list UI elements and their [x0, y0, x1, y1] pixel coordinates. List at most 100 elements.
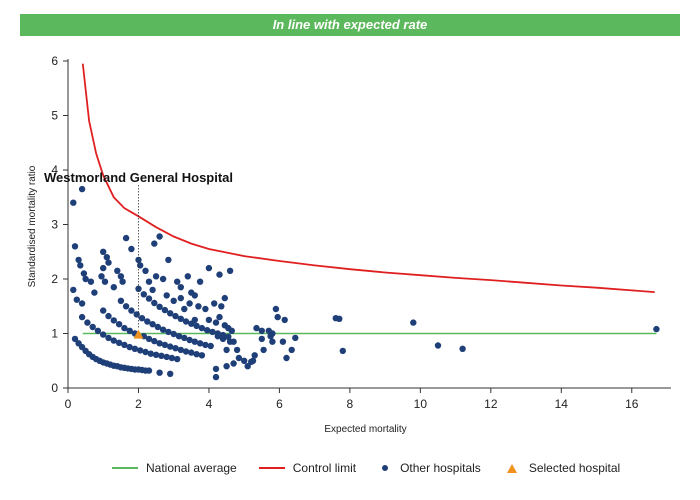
triangle-marker-icon [506, 463, 517, 473]
other-hospital-point [248, 358, 255, 365]
other-hospital-point [168, 354, 176, 362]
other-hospital-point [410, 319, 417, 326]
other-hospital-point [137, 347, 144, 354]
y-tick-label: 3 [51, 218, 58, 232]
other-hospital-point [145, 278, 153, 285]
other-hospital-point [226, 267, 234, 274]
other-hospital-point [100, 248, 107, 255]
other-hospital-point [172, 345, 179, 352]
other-hospital-point [193, 322, 200, 330]
other-hospital-point [71, 243, 79, 250]
other-hospital-point [142, 267, 149, 274]
other-hospital-point [78, 185, 86, 193]
other-hospital-point [235, 354, 243, 362]
other-hospital-point [251, 352, 258, 359]
other-hospital-point [158, 352, 165, 359]
other-hospital-point [230, 338, 237, 345]
other-hospital-point [105, 259, 112, 266]
other-hospital-point [182, 348, 190, 355]
other-hospital-point [110, 317, 118, 324]
other-hospital-point [336, 315, 343, 322]
y-tick-label: 6 [51, 54, 58, 68]
other-hospital-point [156, 340, 163, 347]
other-hospital-point [103, 254, 111, 261]
other-hospital-point [230, 360, 237, 367]
other-hospital-point [161, 306, 169, 314]
other-hospital-point [105, 312, 112, 320]
other-hospital-point [159, 326, 167, 333]
other-hospital-point [151, 240, 158, 247]
legend-label: Other hospitals [400, 461, 481, 475]
other-hospital-point [163, 353, 170, 361]
other-hospital-point [205, 316, 213, 324]
other-hospital-point [89, 323, 96, 331]
other-hospital-point [283, 354, 290, 362]
other-hospital-point [156, 233, 163, 240]
other-hospital-point [339, 347, 346, 355]
y-tick-label: 5 [51, 109, 58, 123]
other-hospital-point [163, 292, 170, 299]
other-hospital-point [145, 295, 153, 302]
other-hospital-point [177, 346, 184, 354]
other-hospital-point [94, 327, 102, 334]
other-hospital-point [191, 338, 198, 345]
other-hospital-point [233, 346, 241, 354]
chart-banner: In line with expected rate [20, 14, 680, 36]
other-hospital-point [122, 234, 130, 242]
other-hospital-point [186, 336, 193, 344]
other-hospital-point [188, 349, 195, 356]
other-hospital-point [91, 289, 98, 296]
other-hospital-point [156, 303, 163, 310]
annotation-label: Westmorland General Hospital [44, 170, 233, 185]
other-hospital-point [212, 373, 220, 381]
other-hospital-point [70, 286, 77, 294]
other-hospital-point [269, 330, 276, 337]
other-hospital-point [105, 334, 112, 342]
y-tick-label: 2 [51, 272, 58, 286]
other-hospital-point [121, 324, 128, 332]
other-hospital-point [281, 316, 288, 324]
other-hospital-point [128, 245, 135, 253]
other-hospital-point [196, 278, 204, 285]
other-hospital-point [202, 305, 209, 313]
other-hospital-point [165, 256, 172, 264]
other-hospital-point [145, 335, 153, 343]
other-hospital-point [110, 337, 118, 344]
other-hospital-point [221, 294, 228, 302]
x-tick-label: 10 [414, 397, 428, 411]
other-hospital-point [126, 343, 133, 351]
other-hospital-point [177, 294, 184, 302]
other-hospital-point [117, 273, 125, 280]
other-hospital-point [140, 291, 147, 298]
other-hospital-point [459, 345, 466, 352]
other-hospital-point [159, 275, 167, 283]
other-hospital-point [149, 321, 156, 328]
other-hospital-point [258, 327, 265, 334]
other-hospital-point [71, 335, 79, 343]
other-hospital-point [100, 264, 107, 272]
other-hospital-point [172, 312, 179, 320]
other-hospital-point [193, 351, 200, 358]
x-tick-label: 4 [206, 397, 213, 411]
other-hospital-point [110, 284, 118, 291]
other-hospital-point [207, 342, 214, 350]
x-tick-label: 2 [135, 397, 142, 411]
other-hospital-point [223, 363, 230, 370]
other-hospital-point [204, 327, 211, 334]
other-hospital-point [272, 305, 280, 313]
other-hospital-point [135, 285, 142, 292]
other-hospital-point [115, 321, 123, 328]
other-hospital-point [216, 313, 223, 321]
other-hospital-point [78, 300, 86, 307]
other-hospital-point [144, 318, 151, 325]
other-hospital-point [78, 313, 86, 321]
selected-hospital-point [133, 329, 144, 339]
other-hospital-point [75, 256, 82, 264]
other-hospital-point [205, 264, 213, 272]
other-hospital-point [274, 313, 281, 321]
other-hospital-point [137, 262, 144, 269]
other-hospital-point [196, 340, 204, 347]
other-hospital-point [167, 310, 174, 317]
